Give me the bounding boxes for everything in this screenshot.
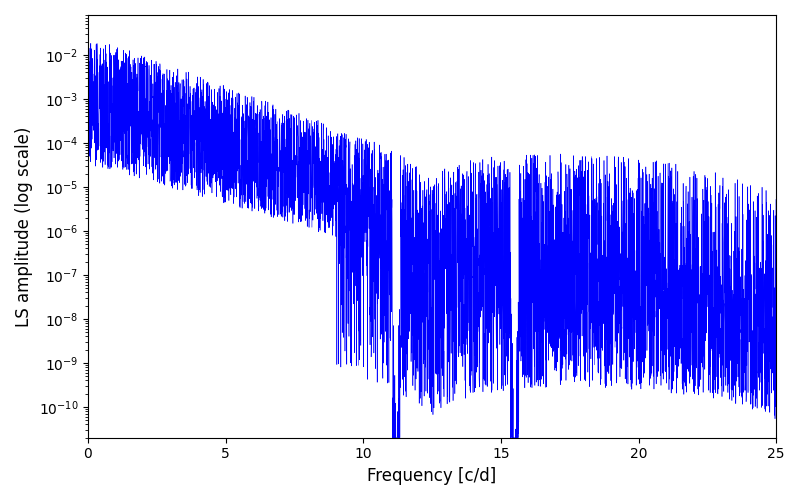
X-axis label: Frequency [c/d]: Frequency [c/d]: [367, 467, 497, 485]
Y-axis label: LS amplitude (log scale): LS amplitude (log scale): [15, 126, 33, 326]
